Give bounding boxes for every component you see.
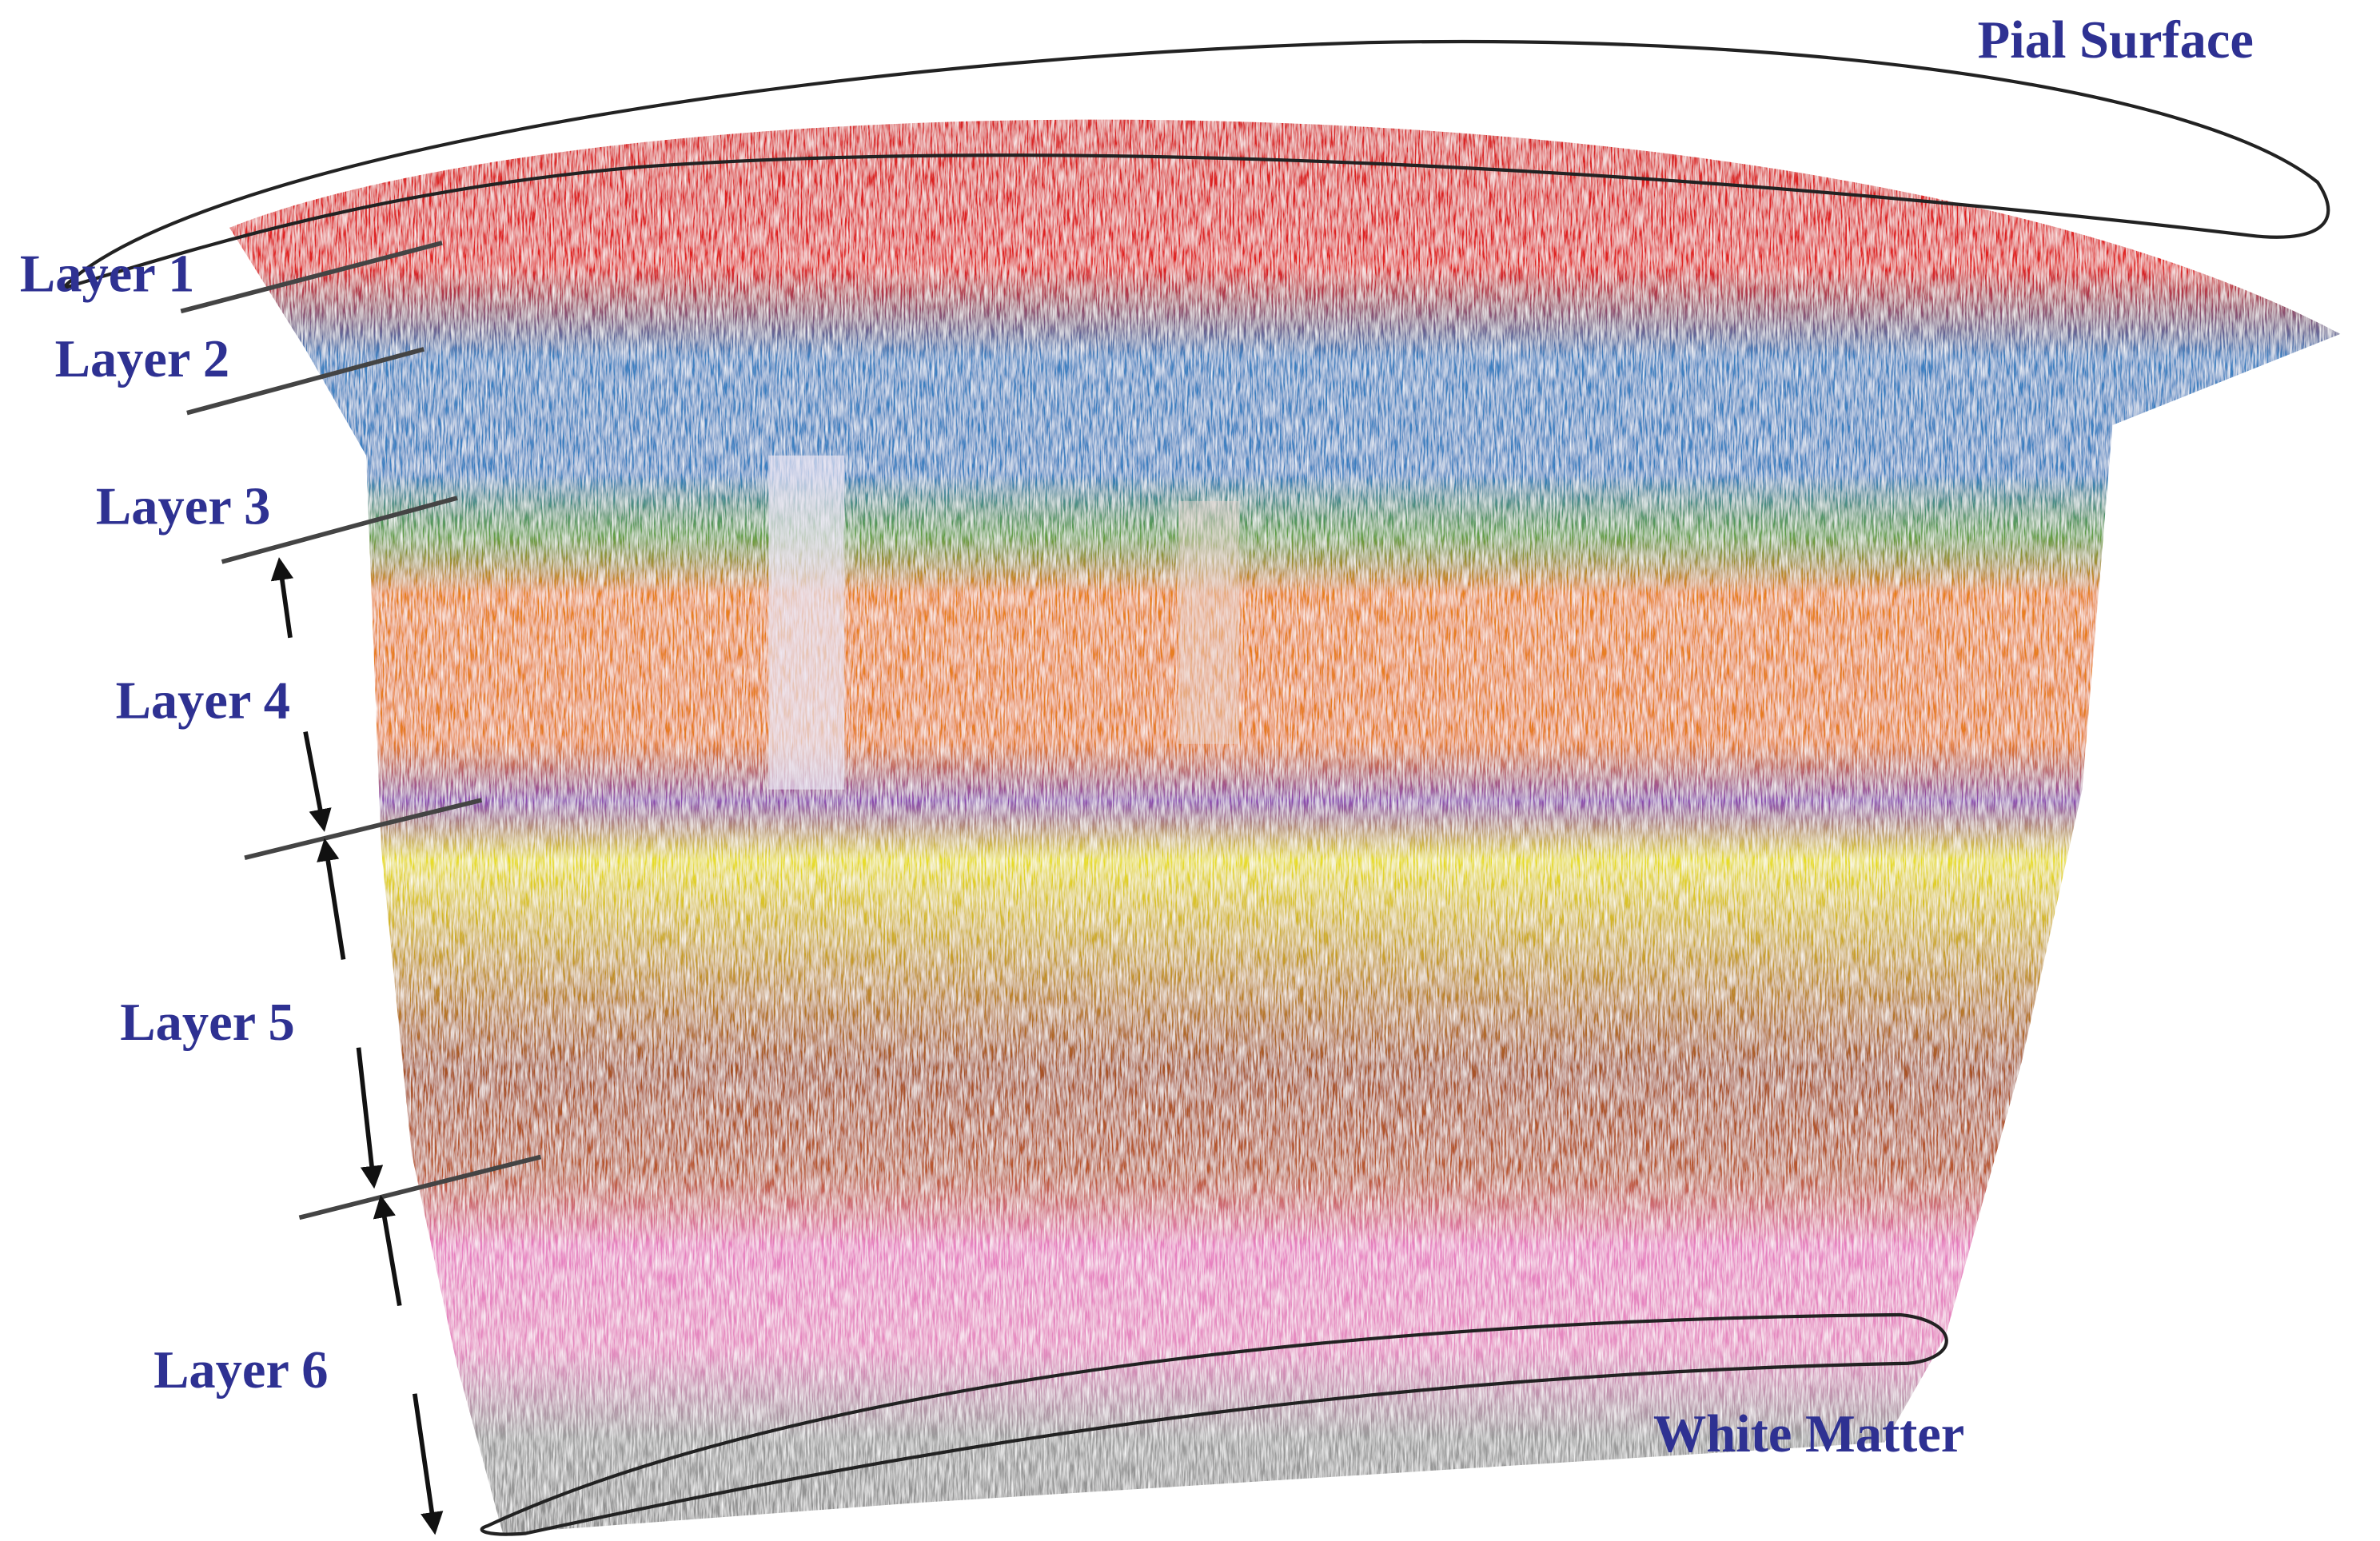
- layer-label: Layer 3: [96, 477, 270, 536]
- neuron-mass: [2, 61, 2378, 1541]
- layer-label: Layer 4: [116, 671, 290, 730]
- pial-label: Pial Surface: [1978, 11, 2254, 70]
- layer-label: Layer 1: [20, 245, 194, 304]
- white-matter-label: White Matter: [1653, 1405, 1964, 1463]
- cortex-figure: Pial Surface Layer 1 Layer 2 Layer 3 Lay…: [0, 0, 2380, 1541]
- layer-label: Layer 2: [55, 330, 229, 388]
- layer-label: Layer 6: [153, 1341, 328, 1400]
- layer-label: Layer 5: [120, 993, 294, 1052]
